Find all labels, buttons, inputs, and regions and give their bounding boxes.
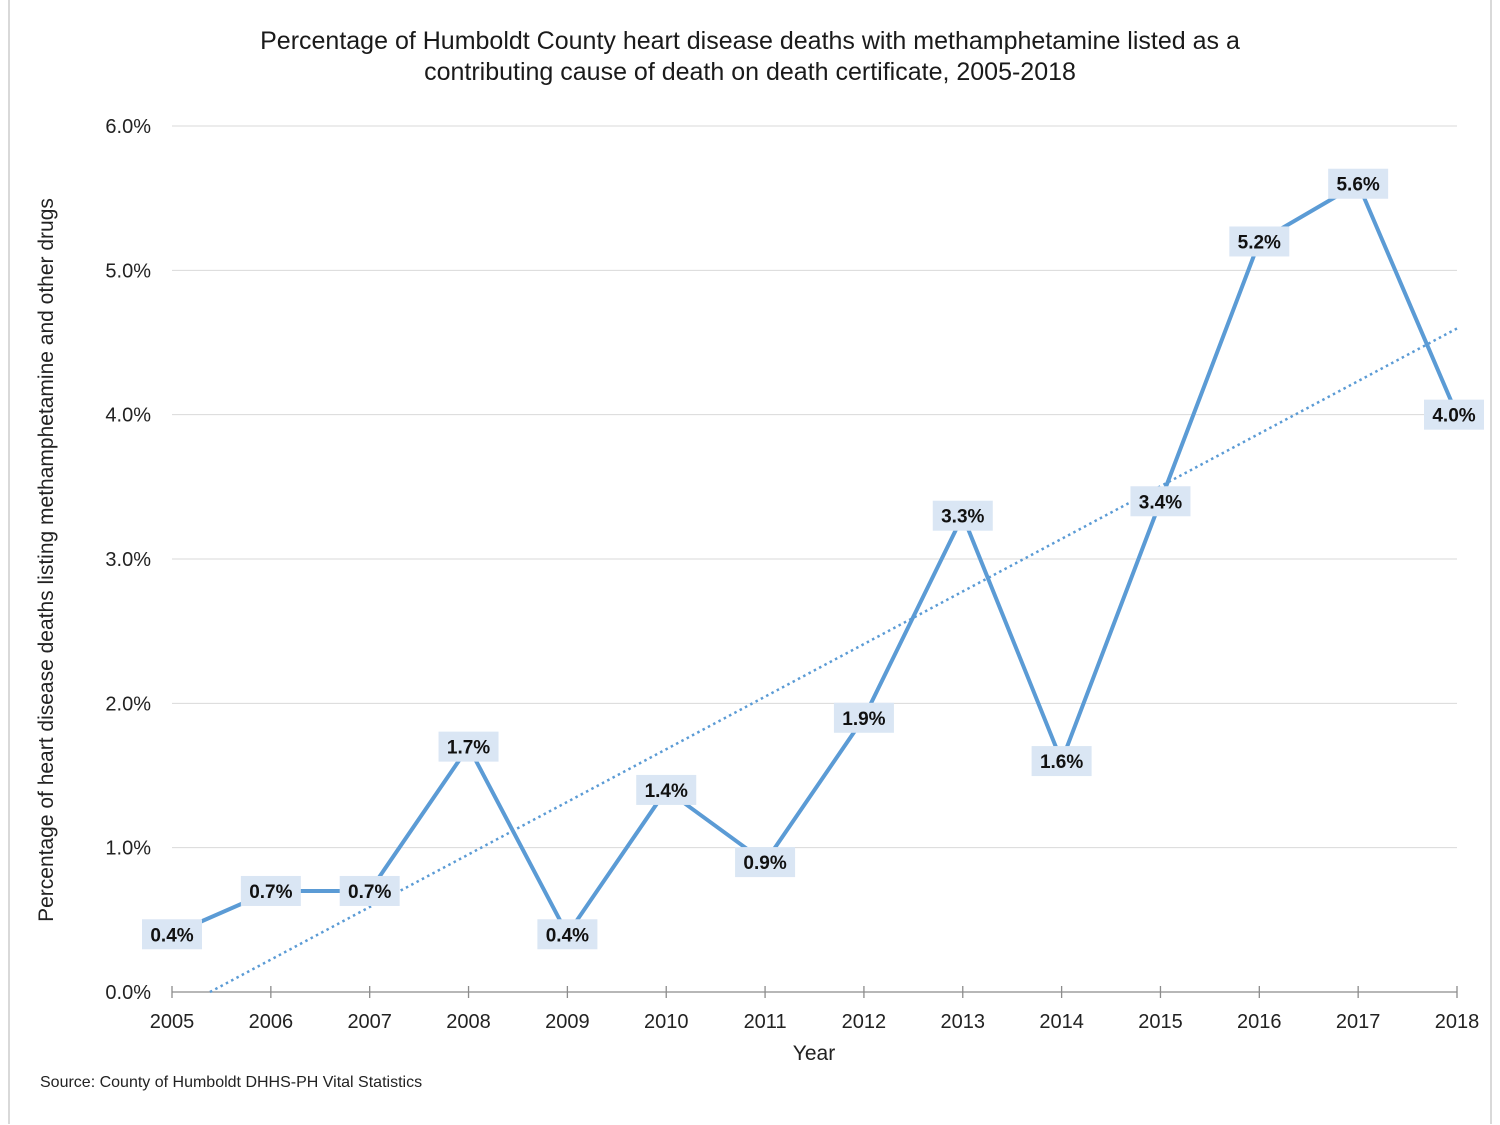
- x-tick-label: 2010: [644, 1011, 689, 1033]
- chart-frame: [8, 0, 1492, 1124]
- data-label-box: [932, 500, 993, 531]
- y-tick-label: 0.0%: [105, 982, 151, 1004]
- data-label-box: [1031, 746, 1092, 777]
- data-label: 3.3%: [941, 507, 984, 528]
- data-label: 1.6%: [1040, 752, 1083, 773]
- x-tick-label: 2016: [1237, 1011, 1282, 1033]
- x-tick-label: 2013: [941, 1011, 986, 1033]
- data-labels: 0.4% 0.7% 0.7% 1.7% 0.4% 1.4% 0.9% 1.9% 3.3% 1.6%…: [142, 168, 1484, 950]
- x-tick-label: 2007: [347, 1011, 392, 1033]
- data-label-box: [1229, 226, 1290, 257]
- x-tick-label: 2018: [1435, 1011, 1480, 1033]
- y-tick-label: 3.0%: [105, 549, 151, 571]
- y-axis-ticks: 0.0% 1.0% 2.0% 3.0% 4.0% 5.0% 6.0%: [105, 116, 151, 1004]
- data-label-box: [735, 847, 796, 878]
- data-label-box: [240, 875, 301, 906]
- x-tick-label: 2015: [1138, 1011, 1183, 1033]
- x-tick-label: 2017: [1336, 1011, 1381, 1033]
- y-axis-title: Percentage of heart disease deaths listi…: [35, 198, 58, 922]
- x-tick-label: 2008: [446, 1011, 491, 1033]
- x-tick-label: 2012: [842, 1011, 887, 1033]
- gridlines: [172, 125, 1457, 849]
- chart-title: Percentage of Humboldt County heart dise…: [150, 26, 1350, 88]
- data-label-box: [1130, 486, 1191, 517]
- data-label-box: [142, 919, 202, 950]
- x-tick-label: 2005: [150, 1011, 195, 1033]
- x-axis: 2005 2006 2007 2008 2009 2010 2011 2012 2013 2014…: [150, 986, 1480, 1033]
- data-label: 0.9%: [743, 853, 786, 874]
- data-label-box: [537, 919, 598, 950]
- data-label-box: [833, 702, 894, 733]
- data-label-box: [1328, 168, 1389, 199]
- data-label: 1.7%: [447, 738, 490, 759]
- data-label-box: [636, 774, 697, 805]
- y-tick-label: 5.0%: [105, 260, 151, 282]
- data-label: 1.9%: [842, 709, 885, 730]
- data-label: 0.7%: [249, 882, 292, 903]
- data-label: 5.6%: [1336, 175, 1379, 196]
- chart-title-line-2: contributing cause of death on death cer…: [424, 58, 1076, 86]
- chart-title-line-1: Percentage of Humboldt County heart dise…: [260, 27, 1240, 55]
- linear-trendline: [209, 327, 1458, 994]
- data-label: 5.2%: [1238, 232, 1281, 253]
- y-tick-label: 4.0%: [105, 405, 151, 427]
- y-tick-label: 6.0%: [105, 116, 151, 138]
- data-label: 1.4%: [645, 781, 688, 802]
- data-label: 0.4%: [546, 925, 589, 946]
- trendline: [209, 327, 1458, 994]
- series-line: [171, 181, 1459, 937]
- y-tick-label: 2.0%: [105, 693, 151, 715]
- data-label: 4.0%: [1432, 406, 1475, 427]
- x-tick-label: 2009: [545, 1011, 590, 1033]
- data-label: 0.7%: [348, 882, 391, 903]
- y-tick-label: 1.0%: [105, 838, 151, 860]
- x-axis-title: Year: [793, 1042, 835, 1065]
- x-tick-label: 2014: [1039, 1011, 1084, 1033]
- source-note: Source: County of Humboldt DHHS-PH Vital…: [40, 1074, 423, 1091]
- x-tick-label: 2011: [744, 1011, 787, 1033]
- data-label: 0.4%: [150, 925, 193, 946]
- data-label: 3.4%: [1139, 492, 1182, 513]
- series-polyline: [171, 181, 1459, 937]
- data-label-box: [438, 731, 499, 762]
- data-label-box: [1424, 399, 1484, 430]
- x-tick-label: 2006: [249, 1011, 294, 1033]
- data-label-box: [339, 875, 400, 906]
